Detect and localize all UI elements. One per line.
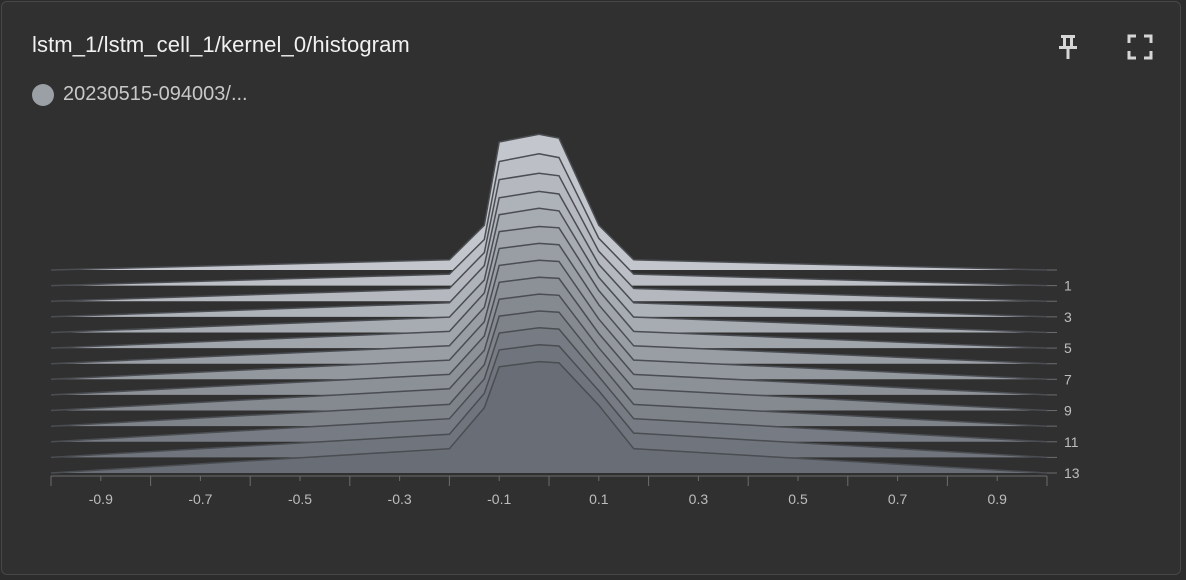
histogram-ridge-outline-step-3 (50, 190, 1048, 318)
x-tick-label: -0.1 (487, 491, 511, 507)
histogram-ridge-outline-step-4 (50, 207, 1048, 334)
step-tick-label: 9 (1064, 403, 1072, 419)
step-tick-label: 7 (1064, 371, 1072, 387)
step-tick-label: 3 (1064, 309, 1072, 325)
histogram-ridges (50, 133, 1048, 474)
run-legend[interactable]: 20230515-094003/... (32, 83, 248, 106)
x-tick-label: 0.7 (888, 491, 908, 507)
run-color-swatch (32, 83, 54, 106)
histogram-ridge-outline-step-6 (50, 242, 1048, 365)
histogram-ridge-outline-step-12 (50, 343, 1048, 459)
histogram-ridge-outline-step-7 (50, 259, 1048, 381)
x-tick-label: -0.5 (288, 491, 312, 507)
histogram-ridge-outline-step-5 (50, 225, 1048, 349)
step-tick-label: 11 (1064, 434, 1079, 450)
pin-icon (1059, 35, 1077, 59)
histogram-ridge-outline-step-0 (50, 133, 1048, 271)
histogram-ridge-outline-step-11 (50, 327, 1048, 443)
x-tick-label: 0.5 (788, 491, 808, 507)
x-tick-label: 0.9 (987, 491, 1007, 507)
histogram-ridge-outline-step-8 (50, 276, 1048, 396)
step-tick-label: 13 (1064, 465, 1080, 481)
histogram-ridge-outline-step-9 (50, 293, 1048, 412)
fullscreen-button[interactable] (1123, 30, 1157, 64)
fullscreen-icon (1127, 34, 1153, 60)
x-tick-label: 0.1 (589, 491, 609, 507)
histogram-ridge-outline-step-13 (50, 360, 1048, 474)
run-label: 20230515-094003/... (63, 83, 248, 105)
histogram-ridge-outline-step-2 (50, 172, 1048, 302)
step-tick-label: 5 (1064, 340, 1072, 356)
x-tick-label: -0.9 (89, 491, 113, 507)
x-tick-label: 0.3 (689, 491, 709, 507)
histogram-ridge-outline-step-1 (50, 153, 1048, 287)
card-title: lstm_1/lstm_cell_1/kernel_0/histogram (32, 32, 410, 57)
x-tick-label: -0.3 (388, 491, 412, 507)
step-tick-label: 1 (1064, 278, 1072, 294)
pin-button[interactable] (1051, 30, 1085, 64)
histogram-ridge-step-13 (51, 361, 1047, 473)
histogram-ridge-outline-step-10 (50, 310, 1048, 427)
x-axis: -0.9 -0.7 -0.5 -0.3 -0.1 0.1 0.3 0.5 0.7 0.9 (50, 475, 1048, 507)
x-tick-label: -0.7 (188, 491, 212, 507)
